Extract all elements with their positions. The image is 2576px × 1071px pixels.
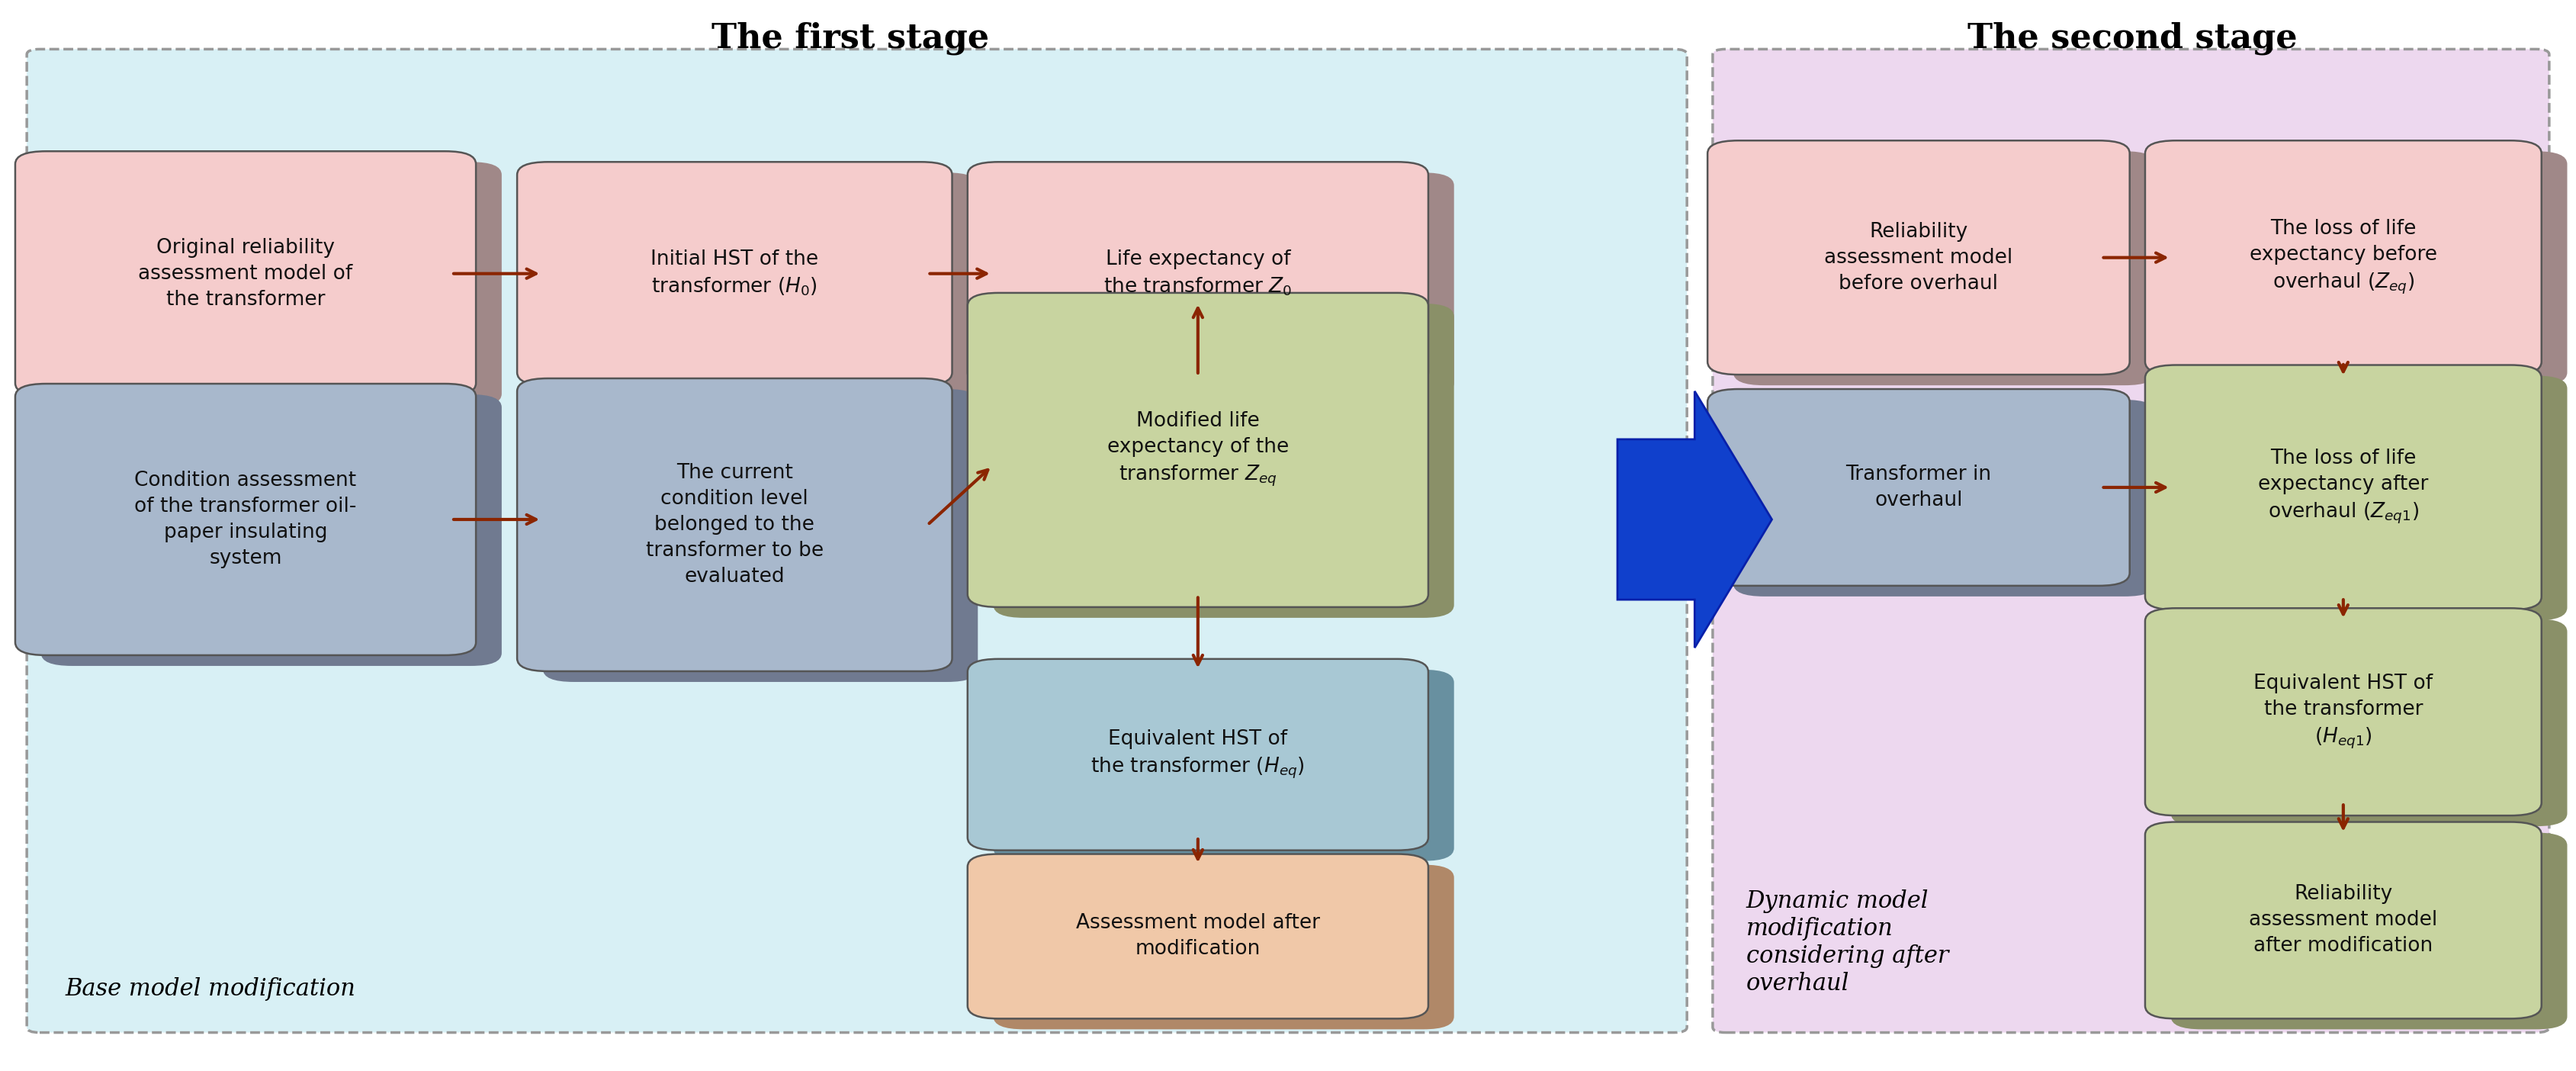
FancyBboxPatch shape — [41, 394, 502, 666]
FancyBboxPatch shape — [969, 659, 1427, 850]
FancyBboxPatch shape — [544, 172, 979, 396]
FancyBboxPatch shape — [1713, 49, 2550, 1032]
Text: The second stage: The second stage — [1968, 21, 2298, 55]
Text: Dynamic model
modification
considering after
overhaul: Dynamic model modification considering a… — [1747, 890, 1947, 995]
FancyBboxPatch shape — [2172, 832, 2568, 1029]
FancyBboxPatch shape — [41, 162, 502, 407]
Text: Transformer in
overhaul: Transformer in overhaul — [1847, 465, 1991, 510]
Text: The current
condition level
belonged to the
transformer to be
evaluated: The current condition level belonged to … — [647, 463, 824, 587]
Text: Original reliability
assessment model of
the transformer: Original reliability assessment model of… — [139, 238, 353, 310]
Polygon shape — [1618, 391, 1772, 648]
FancyBboxPatch shape — [1708, 389, 2130, 586]
FancyBboxPatch shape — [2146, 608, 2543, 815]
FancyBboxPatch shape — [994, 864, 1453, 1029]
FancyBboxPatch shape — [994, 669, 1453, 861]
Text: Reliability
assessment model
after modification: Reliability assessment model after modif… — [2249, 885, 2437, 956]
FancyBboxPatch shape — [518, 162, 953, 386]
FancyBboxPatch shape — [969, 292, 1427, 607]
Text: The loss of life
expectancy after
overhaul ($Z_{eq1}$): The loss of life expectancy after overha… — [2259, 449, 2429, 526]
FancyBboxPatch shape — [2146, 365, 2543, 609]
FancyBboxPatch shape — [15, 151, 477, 396]
FancyBboxPatch shape — [518, 378, 953, 672]
Text: Base model modification: Base model modification — [64, 977, 355, 1000]
Text: The first stage: The first stage — [711, 21, 989, 55]
Text: Life expectancy of
the transformer $Z_0$: Life expectancy of the transformer $Z_0$ — [1103, 250, 1293, 298]
FancyBboxPatch shape — [1734, 151, 2156, 386]
FancyBboxPatch shape — [994, 303, 1453, 618]
Text: Equivalent HST of
the transformer
($H_{eq1}$): Equivalent HST of the transformer ($H_{e… — [2254, 674, 2432, 751]
FancyBboxPatch shape — [2146, 821, 2543, 1019]
FancyBboxPatch shape — [26, 49, 1687, 1032]
FancyBboxPatch shape — [2172, 376, 2568, 620]
FancyBboxPatch shape — [969, 162, 1427, 386]
Text: Condition assessment
of the transformer oil-
paper insulating
system: Condition assessment of the transformer … — [134, 470, 355, 569]
FancyBboxPatch shape — [2146, 140, 2543, 375]
FancyBboxPatch shape — [1734, 399, 2156, 597]
Text: The loss of life
expectancy before
overhaul ($Z_{eq}$): The loss of life expectancy before overh… — [2249, 220, 2437, 296]
Text: Equivalent HST of
the transformer ($H_{eq}$): Equivalent HST of the transformer ($H_{e… — [1090, 729, 1306, 780]
FancyBboxPatch shape — [15, 383, 477, 655]
FancyBboxPatch shape — [544, 389, 979, 682]
Text: Modified life
expectancy of the
transformer $Z_{eq}$: Modified life expectancy of the transfor… — [1108, 411, 1288, 488]
Text: Initial HST of the
transformer ($H_0$): Initial HST of the transformer ($H_0$) — [652, 250, 819, 298]
FancyBboxPatch shape — [994, 172, 1453, 396]
FancyBboxPatch shape — [2172, 151, 2568, 386]
FancyBboxPatch shape — [969, 854, 1427, 1019]
FancyBboxPatch shape — [1708, 140, 2130, 375]
FancyBboxPatch shape — [2172, 619, 2568, 826]
Text: Reliability
assessment model
before overhaul: Reliability assessment model before over… — [1824, 222, 2012, 293]
Text: Assessment model after
modification: Assessment model after modification — [1077, 914, 1319, 960]
